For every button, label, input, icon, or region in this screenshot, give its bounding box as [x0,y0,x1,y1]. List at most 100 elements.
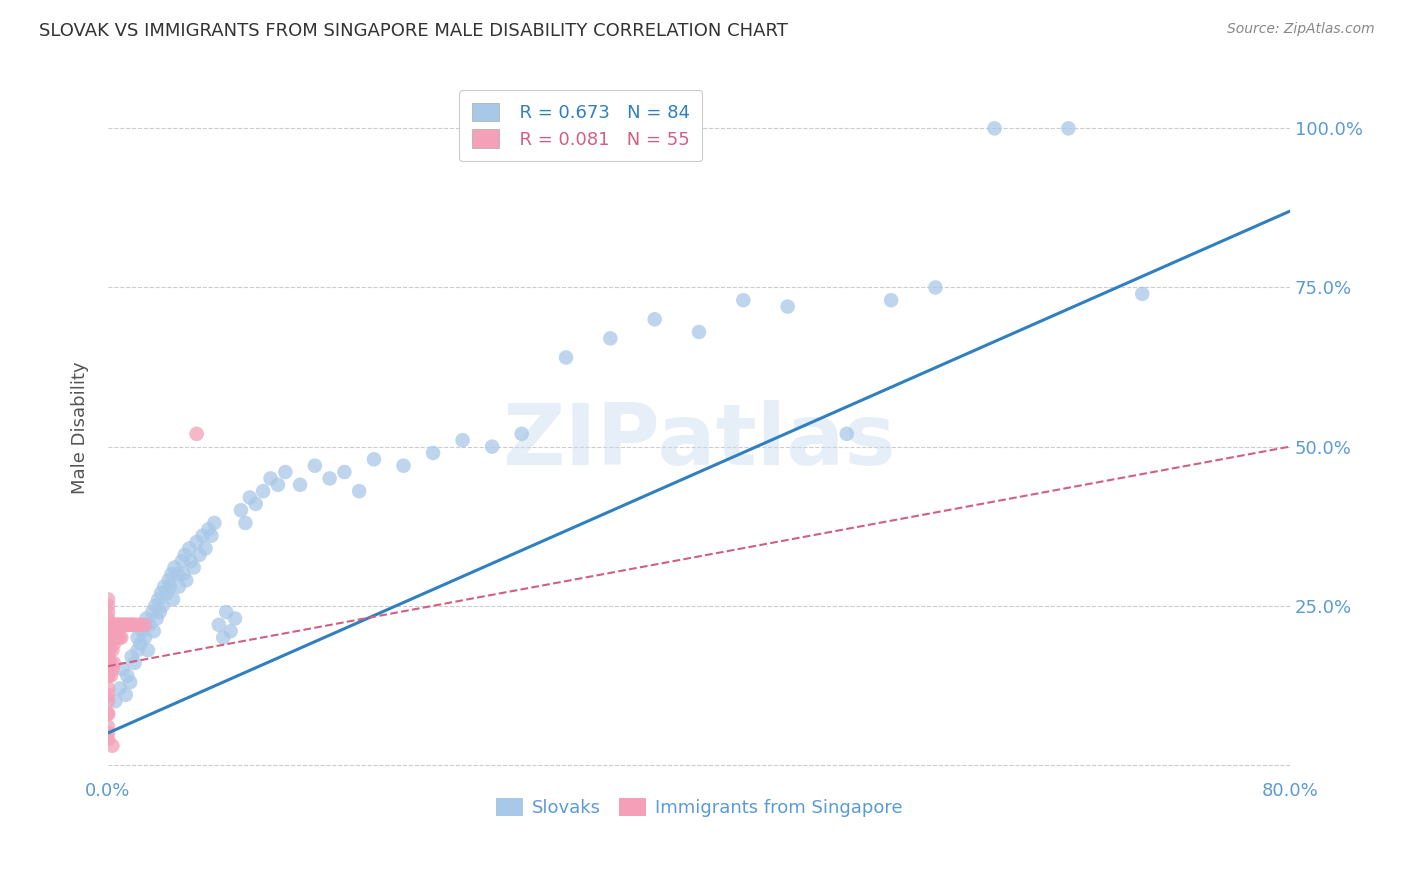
Point [97,681,120,696]
Point [114,617,136,632]
Point [115,669,138,683]
Text: SLOVAK VS IMMIGRANTS FROM SINGAPORE MALE DISABILITY CORRELATION CHART: SLOVAK VS IMMIGRANTS FROM SINGAPORE MALE… [39,22,789,40]
Point [111,662,134,676]
Point [173,548,195,562]
Point [318,471,340,485]
Point [160,566,183,581]
Point [186,426,208,441]
Point [103,617,125,632]
Point [191,529,214,543]
Point [215,605,238,619]
Point [124,656,146,670]
Point [252,484,274,499]
Point [733,293,755,308]
Point [97,617,120,632]
Point [134,617,156,632]
Point [163,560,186,574]
Point [97,720,120,734]
Point [134,631,156,645]
Point [97,631,120,645]
Point [167,580,190,594]
Point [219,624,242,639]
Point [135,611,157,625]
Point [183,560,205,574]
Point [107,617,129,632]
Point [363,452,385,467]
Point [176,574,198,588]
Point [239,491,262,505]
Point [644,312,666,326]
Point [108,681,131,696]
Point [152,599,174,613]
Point [141,605,163,619]
Point [122,617,145,632]
Point [103,656,125,670]
Point [200,529,222,543]
Point [111,617,134,632]
Point [188,548,211,562]
Point [121,617,143,632]
Point [103,637,125,651]
Point [127,631,149,645]
Point [194,541,217,556]
Point [101,662,124,676]
Point [97,694,120,708]
Point [142,624,165,639]
Point [129,637,152,651]
Point [153,580,176,594]
Point [924,280,946,294]
Point [101,617,124,632]
Point [776,300,799,314]
Point [100,631,122,645]
Point [115,617,138,632]
Point [97,631,120,645]
Point [104,631,127,645]
Point [288,477,311,491]
Point [97,688,120,702]
Point [481,440,503,454]
Point [105,617,128,632]
Point [110,631,132,645]
Point [97,643,120,657]
Point [97,649,120,664]
Point [98,643,121,657]
Point [104,617,127,632]
Point [127,617,149,632]
Point [555,351,578,365]
Point [347,484,370,499]
Point [97,726,120,740]
Point [105,631,128,645]
Point [97,669,120,683]
Point [114,688,136,702]
Point [127,643,149,657]
Point [224,611,246,625]
Point [1130,286,1153,301]
Point [120,617,142,632]
Point [1057,121,1080,136]
Point [162,592,184,607]
Point [101,739,124,753]
Point [98,617,121,632]
Point [107,631,129,645]
Point [599,331,621,345]
Point [179,541,201,556]
Point [124,617,146,632]
Point [97,611,120,625]
Point [333,465,356,479]
Point [129,617,152,632]
Point [186,535,208,549]
Point [304,458,326,473]
Point [166,566,188,581]
Point [121,649,143,664]
Point [131,624,153,639]
Y-axis label: Male Disability: Male Disability [72,361,89,494]
Point [108,631,131,645]
Point [97,669,120,683]
Point [202,516,225,530]
Point [148,592,170,607]
Point [156,586,179,600]
Point [149,605,172,619]
Point [170,554,193,568]
Point [159,580,181,594]
Point [180,554,202,568]
